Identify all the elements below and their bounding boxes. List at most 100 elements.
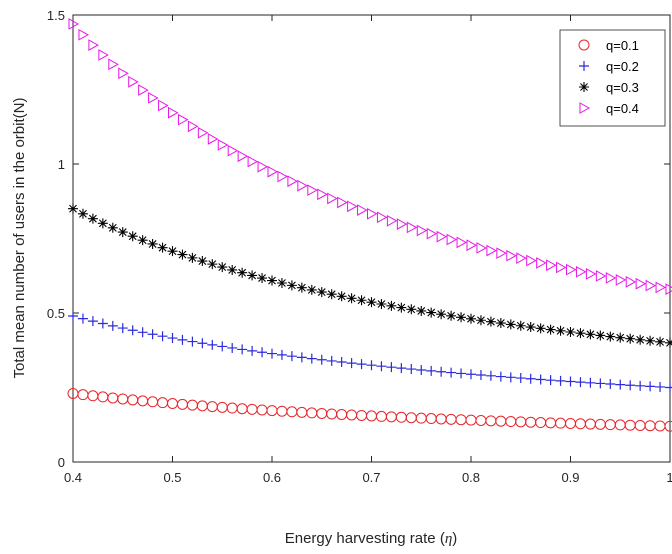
data-point — [605, 379, 616, 390]
data-point — [466, 369, 476, 380]
data-point — [545, 375, 556, 386]
data-point — [306, 284, 317, 295]
data-point — [406, 364, 417, 375]
data-point — [68, 18, 80, 30]
y-axis-label: Total mean number of users in the orbit(… — [11, 98, 28, 379]
data-point — [296, 282, 307, 293]
data-point — [327, 192, 338, 205]
data-point — [446, 367, 457, 378]
data-point — [665, 382, 672, 393]
data-point — [147, 329, 158, 340]
legend-label: q=0.3 — [606, 80, 639, 95]
data-point — [257, 160, 269, 173]
data-point — [625, 275, 637, 288]
data-point — [77, 313, 88, 324]
data-point — [108, 58, 119, 71]
data-point — [346, 358, 357, 369]
data-point — [276, 349, 287, 360]
x-tick-label: 0.9 — [561, 470, 579, 485]
data-point — [157, 331, 168, 342]
data-point — [485, 370, 496, 381]
legend: q=0.1 q=0.2 q=0.3 q=0.4 — [559, 29, 666, 127]
data-point — [127, 325, 138, 336]
data-point — [525, 322, 536, 333]
data-point — [187, 120, 199, 133]
data-point — [625, 380, 636, 391]
data-point — [87, 316, 98, 327]
data-point — [138, 84, 149, 96]
y-tick-label: 0.5 — [47, 306, 65, 321]
legend-label: q=0.1 — [606, 38, 639, 53]
data-point — [197, 126, 209, 139]
legend-marker — [579, 82, 589, 92]
data-point — [376, 211, 388, 224]
data-point — [386, 214, 398, 227]
data-point — [466, 239, 478, 252]
data-point — [565, 376, 576, 387]
data-point — [565, 327, 576, 338]
data-point — [535, 323, 546, 334]
data-point — [78, 28, 89, 41]
data-point — [237, 150, 249, 163]
data-point — [555, 375, 566, 386]
series-q=0.4 — [68, 18, 672, 296]
legend-label: q=0.4 — [606, 101, 639, 116]
data-point — [97, 318, 108, 329]
data-point — [495, 318, 506, 329]
data-point — [456, 368, 467, 379]
data-point — [446, 233, 458, 246]
legend-marker — [578, 39, 590, 51]
data-point — [207, 133, 219, 145]
x-tick-label: 0.5 — [163, 470, 181, 485]
data-point — [366, 360, 377, 371]
data-point — [97, 218, 108, 229]
data-point — [546, 259, 557, 272]
data-point — [406, 221, 418, 234]
data-point — [396, 218, 408, 230]
data-point — [436, 366, 447, 377]
data-point — [307, 184, 318, 196]
data-point — [456, 236, 468, 249]
data-point — [217, 262, 228, 273]
data-point — [475, 315, 486, 326]
data-point — [286, 280, 297, 291]
data-point — [177, 334, 188, 345]
data-point — [556, 261, 567, 274]
data-point — [645, 279, 657, 292]
data-point — [664, 420, 672, 432]
data-point — [157, 242, 168, 253]
data-point — [356, 295, 367, 306]
x-tick-label: 1 — [666, 470, 672, 485]
x-tick-label: 0.4 — [64, 470, 82, 485]
data-point — [168, 106, 179, 119]
data-point — [485, 316, 496, 327]
data-point — [187, 252, 198, 263]
data-point — [117, 323, 128, 334]
data-point — [217, 341, 228, 352]
x-tick-label: 0.6 — [263, 470, 281, 485]
data-point — [158, 99, 169, 112]
data-point — [396, 302, 407, 313]
data-point — [516, 252, 527, 265]
data-point — [297, 179, 308, 192]
x-tick-label: 0.8 — [462, 470, 480, 485]
data-point — [386, 362, 397, 373]
data-point — [287, 175, 298, 188]
data-point — [148, 92, 159, 104]
data-point — [426, 365, 437, 376]
y-tick-label: 1 — [58, 157, 65, 172]
data-point — [605, 331, 616, 342]
data-point — [257, 347, 268, 358]
data-point — [535, 374, 546, 385]
data-point — [536, 257, 547, 269]
data-point — [645, 335, 656, 346]
data-point — [406, 304, 417, 315]
data-point — [595, 270, 607, 282]
data-point — [506, 249, 517, 262]
data-point — [197, 338, 208, 349]
data-point — [625, 333, 636, 344]
data-point — [68, 203, 78, 214]
data-point — [475, 370, 486, 381]
data-point — [147, 238, 158, 249]
